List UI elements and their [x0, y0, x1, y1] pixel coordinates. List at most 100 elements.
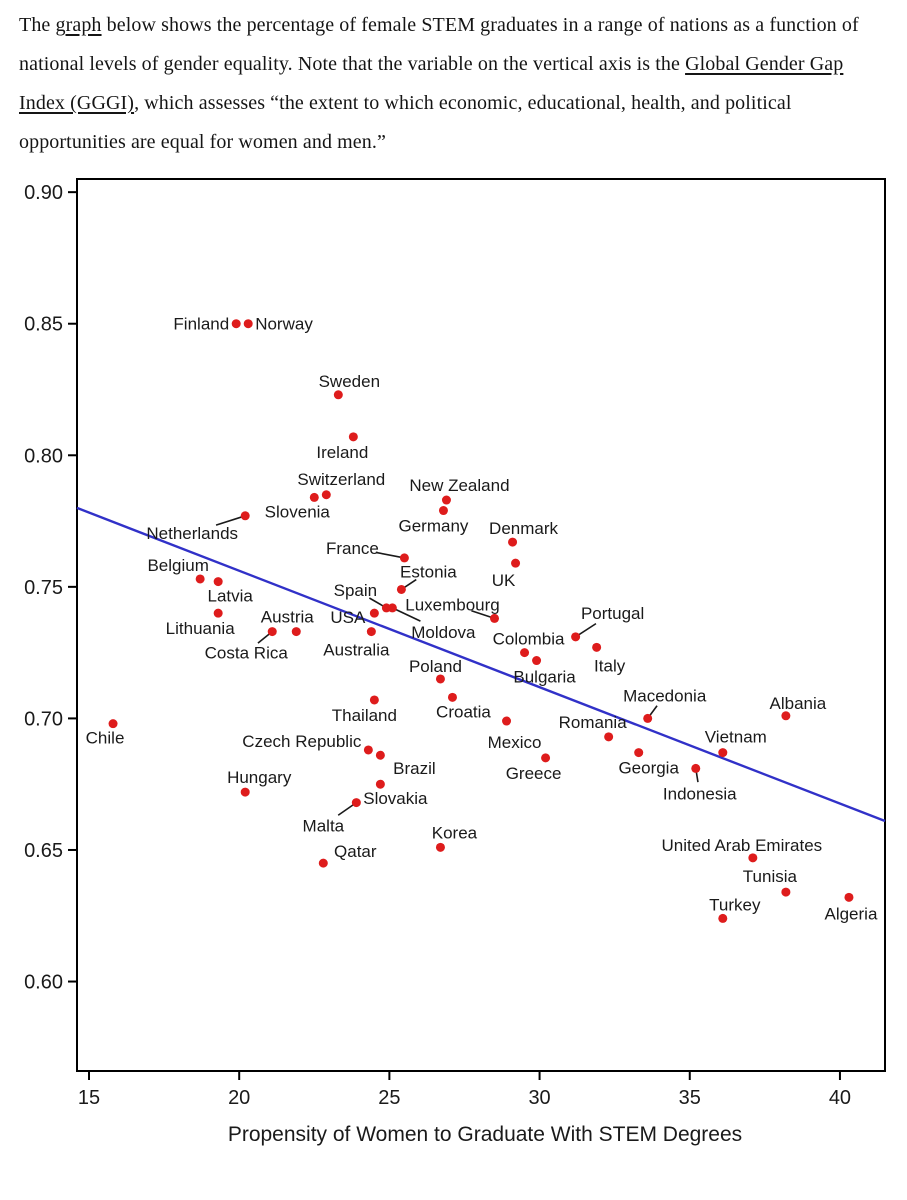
country-label: Netherlands: [146, 524, 238, 543]
country-label: Czech Republic: [242, 732, 362, 751]
country-label: Switzerland: [297, 470, 385, 489]
intro-link[interactable]: graph: [55, 14, 102, 36]
data-point-netherlands: [240, 511, 250, 521]
data-point-qatar: [318, 858, 328, 868]
data-point-latvia: [213, 577, 223, 587]
country-label: Italy: [594, 656, 626, 675]
country-label: Latvia: [207, 587, 253, 606]
y-axis-tick-label: 0.75: [24, 577, 63, 599]
data-point-poland: [435, 674, 445, 684]
y-axis-tick-label: 0.80: [24, 445, 63, 467]
data-point-belgium: [195, 574, 205, 584]
country-label: Albania: [770, 694, 827, 713]
data-point-thailand: [369, 695, 379, 705]
data-point-turkey: [718, 913, 728, 923]
country-label: Tunisia: [743, 867, 798, 886]
data-point-estonia: [396, 584, 406, 594]
country-label: Germany: [398, 517, 468, 536]
data-point-usa: [369, 608, 379, 618]
country-label: Australia: [323, 641, 390, 660]
data-point-tunisia: [781, 887, 791, 897]
data-point-lithuania: [213, 608, 223, 618]
country-label: USA: [330, 608, 366, 627]
data-point-united-arab-emirates: [748, 853, 758, 863]
data-point-sweden: [333, 390, 343, 400]
data-point-hungary: [240, 787, 250, 797]
country-label: United Arab Emirates: [662, 836, 823, 855]
trend-line: [76, 506, 886, 823]
data-point-norway: [243, 319, 253, 329]
country-label: Malta: [303, 817, 345, 836]
country-label: Greece: [506, 764, 562, 783]
label-connector: [215, 515, 246, 526]
intro-text: , which assesses “the extent to which ec…: [19, 92, 792, 153]
plot-border: [76, 178, 886, 1072]
country-label: Thailand: [332, 706, 397, 725]
country-label: Costa Rica: [205, 644, 289, 663]
data-point-romania: [604, 732, 614, 742]
data-point-portugal: [571, 632, 581, 642]
country-label: Croatia: [436, 702, 491, 721]
data-point-moldova: [387, 603, 397, 613]
country-label: Moldova: [411, 623, 476, 642]
country-label: Romania: [559, 713, 628, 732]
country-label: Mexico: [488, 733, 542, 752]
country-label: Austria: [261, 608, 314, 627]
gggi-stem-scatter-chart: 0.90 0.85 0.80 0.75 0.70 0.65 0.60 15 20 25 30 35 40…: [24, 178, 886, 1146]
country-label: Estonia: [400, 562, 457, 581]
intro-text: below shows the percentage of female STE…: [19, 14, 859, 75]
data-point-switzerland: [321, 490, 331, 500]
country-label: Indonesia: [663, 784, 737, 803]
country-label: UK: [492, 571, 516, 590]
label-connector: [392, 607, 421, 622]
data-point-georgia: [634, 748, 644, 758]
data-point-colombia: [520, 648, 530, 658]
data-point-finland: [231, 319, 241, 329]
data-point-algeria: [844, 892, 854, 902]
intro-link[interactable]: Global Gender Gap Index (GGGI): [19, 53, 844, 114]
country-label: Ireland: [316, 443, 368, 462]
country-label: Algeria: [824, 904, 877, 923]
country-label: France: [326, 539, 379, 558]
intro-text: The: [19, 14, 56, 36]
data-point-luxembourg: [490, 613, 500, 623]
x-axis-tick-label: 35: [679, 1087, 701, 1109]
x-axis-tick-label: 25: [378, 1087, 400, 1109]
x-axis-tick-label: 30: [528, 1087, 550, 1109]
country-label: Lithuania: [166, 619, 236, 638]
data-point-slovakia: [375, 779, 385, 789]
data-point-malta: [351, 798, 361, 808]
country-label: Chile: [86, 729, 125, 748]
x-axis-tick-label: 40: [829, 1087, 851, 1109]
country-label: New Zealand: [409, 476, 509, 495]
data-point-korea: [435, 842, 445, 852]
country-label: Korea: [432, 823, 478, 842]
scatter-chart-container: 0.90 0.85 0.80 0.75 0.70 0.65 0.60 15 20 25 30 35 40…: [0, 166, 907, 1161]
data-point-uk: [511, 558, 521, 568]
data-point-ireland: [348, 432, 358, 442]
country-label: Luxembourg: [405, 595, 500, 614]
data-point-czech-republic: [363, 745, 373, 755]
data-point-indonesia: [691, 763, 701, 773]
data-point-albania: [781, 711, 791, 721]
data-point-croatia: [447, 692, 457, 702]
data-point-macedonia: [643, 713, 653, 723]
data-point-vietnam: [718, 748, 728, 758]
country-label: Georgia: [618, 759, 679, 778]
data-point-germany: [438, 506, 448, 516]
y-axis-tick-label: 0.70: [24, 708, 63, 730]
data-point-austria: [291, 627, 301, 637]
country-label: Vietnam: [705, 728, 767, 747]
country-label: Denmark: [489, 519, 558, 538]
data-point-greece: [541, 753, 551, 763]
y-axis-tick-label: 0.65: [24, 840, 63, 862]
data-point-france: [399, 553, 409, 563]
country-label: Brazil: [393, 759, 436, 778]
intro-paragraph: The graph below shows the percentage of …: [19, 0, 891, 162]
country-label: Hungary: [227, 768, 292, 787]
country-label: Belgium: [147, 556, 208, 575]
y-axis-tick-label: 0.60: [24, 972, 63, 994]
country-label: Bulgaria: [513, 668, 576, 687]
country-label: Colombia: [493, 630, 565, 649]
country-label: Portugal: [581, 604, 644, 623]
